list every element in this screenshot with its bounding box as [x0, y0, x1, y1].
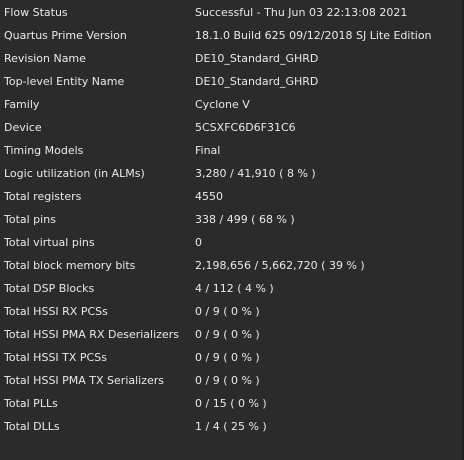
row-label: Total DLLs: [4, 420, 60, 433]
summary-row-hssi-tx-pcs: Total HSSI TX PCSs 0 / 9 ( 0 % ): [0, 346, 464, 369]
row-value: 338 / 499 ( 68 % ): [195, 213, 295, 226]
row-label: Total HSSI RX PCSs: [4, 305, 108, 318]
summary-row-total-plls: Total PLLs 0 / 15 ( 0 % ): [0, 392, 464, 415]
row-value: 3,280 / 41,910 ( 8 % ): [195, 167, 316, 180]
row-value: 2,198,656 / 5,662,720 ( 39 % ): [195, 259, 365, 272]
row-value: 0 / 15 ( 0 % ): [195, 397, 267, 410]
summary-row-timing-models: Timing Models Final: [0, 139, 464, 162]
summary-row-dsp-blocks: Total DSP Blocks 4 / 112 ( 4 % ): [0, 277, 464, 300]
row-label: Top-level Entity Name: [4, 75, 125, 88]
row-value: 0: [195, 236, 202, 249]
summary-row-total-pins: Total pins 338 / 499 ( 68 % ): [0, 208, 464, 231]
row-value: Successful - Thu Jun 03 22:13:08 2021: [195, 6, 408, 19]
row-label: Total pins: [4, 213, 56, 226]
summary-row-total-registers: Total registers 4550: [0, 185, 464, 208]
row-label: Logic utilization (in ALMs): [4, 167, 145, 180]
summary-row-block-memory-bits: Total block memory bits 2,198,656 / 5,66…: [0, 254, 464, 277]
summary-row-top-level-entity: Top-level Entity Name DE10_Standard_GHRD: [0, 70, 464, 93]
row-label: Revision Name: [4, 52, 86, 65]
summary-row-hssi-pma-rx-deserializers: Total HSSI PMA RX Deserializers 0 / 9 ( …: [0, 323, 464, 346]
summary-row-flow-status: Flow Status Successful - Thu Jun 03 22:1…: [0, 1, 464, 24]
summary-row-hssi-rx-pcs: Total HSSI RX PCSs 0 / 9 ( 0 % ): [0, 300, 464, 323]
row-value: Final: [195, 144, 221, 157]
summary-row-family: Family Cyclone V: [0, 93, 464, 116]
summary-row-total-virtual-pins: Total virtual pins 0: [0, 231, 464, 254]
summary-row-revision-name: Revision Name DE10_Standard_GHRD: [0, 47, 464, 70]
row-label: Family: [4, 98, 40, 111]
summary-row-quartus-version: Quartus Prime Version 18.1.0 Build 625 0…: [0, 24, 464, 47]
row-label: Device: [4, 121, 42, 134]
row-value: 5CSXFC6D6F31C6: [195, 121, 296, 134]
panel-right-border: [462, 0, 464, 460]
row-label: Total HSSI PMA RX Deserializers: [4, 328, 179, 341]
row-value: 18.1.0 Build 625 09/12/2018 SJ Lite Edit…: [195, 29, 432, 42]
summary-row-hssi-pma-tx-serializers: Total HSSI PMA TX Serializers 0 / 9 ( 0 …: [0, 369, 464, 392]
row-value: 4550: [195, 190, 223, 203]
row-label: Total HSSI TX PCSs: [4, 351, 107, 364]
row-value: 0 / 9 ( 0 % ): [195, 328, 260, 341]
row-value: DE10_Standard_GHRD: [195, 75, 319, 88]
row-label: Total DSP Blocks: [4, 282, 95, 295]
summary-row-logic-utilization: Logic utilization (in ALMs) 3,280 / 41,9…: [0, 162, 464, 185]
row-value: 1 / 4 ( 25 % ): [195, 420, 267, 433]
row-value: DE10_Standard_GHRD: [195, 52, 319, 65]
row-label: Total registers: [4, 190, 82, 203]
row-label: Quartus Prime Version: [4, 29, 127, 42]
row-value: 4 / 112 ( 4 % ): [195, 282, 274, 295]
summary-row-device: Device 5CSXFC6D6F31C6: [0, 116, 464, 139]
row-value: 0 / 9 ( 0 % ): [195, 305, 260, 318]
row-value: 0 / 9 ( 0 % ): [195, 374, 260, 387]
summary-row-total-dlls: Total DLLs 1 / 4 ( 25 % ): [0, 415, 464, 438]
row-label: Timing Models: [4, 144, 84, 157]
row-label: Total virtual pins: [4, 236, 95, 249]
row-value: Cyclone V: [195, 98, 250, 111]
row-label: Flow Status: [4, 6, 68, 19]
row-label: Total HSSI PMA TX Serializers: [4, 374, 165, 387]
row-value: 0 / 9 ( 0 % ): [195, 351, 260, 364]
row-label: Total block memory bits: [4, 259, 136, 272]
row-label: Total PLLs: [4, 397, 58, 410]
